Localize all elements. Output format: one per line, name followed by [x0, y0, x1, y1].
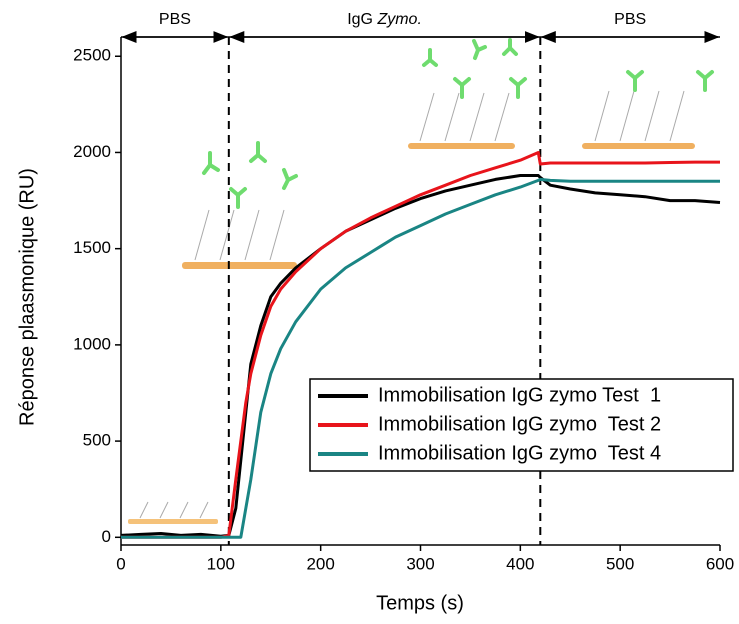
antibodies: [202, 38, 714, 209]
x-tick-label: 300: [406, 554, 434, 573]
x-axis-title: Temps (s): [376, 592, 464, 614]
y-tick-label: 1000: [73, 334, 111, 353]
molecules: [139, 90, 685, 519]
region-label: PBS: [614, 11, 646, 28]
surface: [408, 143, 515, 149]
x-tick-label: 400: [506, 554, 534, 573]
legend-label: Immobilisation IgG zymo Test 4: [378, 442, 661, 464]
region-label: PBS: [159, 11, 191, 28]
legend-box: [309, 378, 734, 472]
x-tick-label: 200: [306, 554, 334, 573]
legend-label: Immobilisation IgG zymo Test 1: [378, 384, 661, 406]
region-label-text: IgG: [347, 11, 377, 28]
y-axis-title: Réponse plaasmonique (RU): [16, 168, 38, 426]
series-line: [121, 177, 720, 539]
region-label-text: PBS: [159, 11, 191, 28]
illustrations: [128, 38, 714, 524]
y-tick-label: 0: [102, 527, 111, 546]
y-tick-label: 500: [83, 431, 111, 450]
x-tick-label: 0: [116, 554, 125, 573]
surface: [182, 262, 297, 269]
x-tick-label: 100: [207, 554, 235, 573]
legend-label: Immobilisation IgG zymo Test 2: [378, 413, 661, 435]
y-tick-label: 2500: [73, 46, 111, 65]
region-label-italic: Zymo.: [376, 11, 421, 28]
x-tick-label: 600: [706, 554, 734, 573]
region-label-text: PBS: [614, 11, 646, 28]
surface: [128, 519, 218, 524]
x-tick-label: 500: [606, 554, 634, 573]
series-line: [121, 151, 720, 539]
region-label: IgG Zymo.: [347, 11, 422, 28]
y-tick-label: 2000: [73, 142, 111, 161]
y-tick-label: 1500: [73, 238, 111, 257]
series-line: [120, 174, 721, 538]
surface: [582, 143, 695, 149]
